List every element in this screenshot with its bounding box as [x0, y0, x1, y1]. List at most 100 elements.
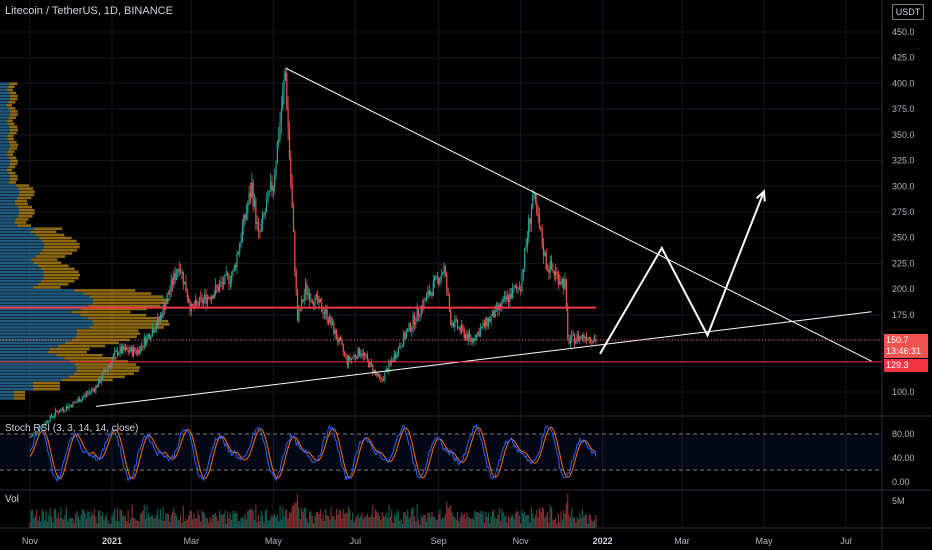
volume-bar [365, 516, 367, 528]
volume-bar [95, 516, 97, 528]
volume-bar [92, 514, 94, 528]
candle-body [381, 379, 383, 381]
volume-profile-bar [0, 326, 91, 329]
candle-body [186, 292, 188, 299]
price-tick-label: 325.0 [892, 156, 915, 166]
candle-body [159, 314, 161, 321]
volume-bar [107, 520, 109, 528]
candle-body [44, 424, 46, 426]
volume-bar [462, 515, 464, 528]
candle-body [210, 295, 213, 300]
volume-bar [294, 502, 296, 528]
volume-bar [345, 512, 347, 528]
volume-profile-bar [0, 279, 41, 283]
volume-profile-bar [0, 212, 20, 215]
volume-bar [179, 514, 182, 528]
volume-bar [150, 515, 152, 528]
volume-bar [101, 512, 104, 528]
stoch-rsi-label: Stoch RSI (3, 3, 14, 14, close) [5, 423, 139, 434]
volume-bar [568, 514, 570, 528]
volume-bar [163, 520, 166, 528]
candle-body [185, 281, 187, 293]
volume-bar [579, 513, 581, 528]
volume-bar [257, 514, 260, 528]
candle-body [474, 340, 476, 342]
candle-body [146, 335, 148, 345]
volume-profile-bar [0, 338, 72, 342]
volume-bar [513, 519, 515, 528]
volume-profile-bar [33, 286, 61, 289]
volume-profile-bar [0, 159, 10, 163]
volume-bar [298, 506, 300, 528]
volume-bar [57, 512, 59, 528]
volume-bar [416, 504, 418, 528]
candle-body [577, 334, 580, 341]
volume-bar [213, 513, 215, 528]
candle-body [218, 284, 221, 292]
volume-profile-bar [0, 313, 81, 317]
candle-body [177, 269, 179, 274]
volume-bar [274, 513, 276, 528]
volume-bar [458, 521, 460, 528]
volume-bar [450, 505, 452, 528]
volume-bar [271, 514, 273, 528]
candle-body [573, 334, 576, 344]
volume-profile-bar [73, 372, 134, 376]
volume-profile-bar [35, 255, 66, 258]
candle-body [491, 310, 494, 316]
volume-bar [157, 508, 159, 528]
candle-body [428, 290, 430, 296]
volume-bar [591, 520, 593, 528]
candle-body [459, 327, 461, 332]
volume-profile-bar [0, 128, 10, 132]
volume-bar [337, 514, 339, 528]
volume-profile-bar [0, 276, 44, 280]
volume-profile-bar [9, 178, 18, 181]
volume-bar [576, 517, 578, 528]
volume-bar [483, 522, 485, 528]
volume-profile-bar [0, 199, 15, 203]
volume-profile-bar [68, 375, 125, 379]
candle-body [224, 274, 226, 285]
volume-bar [474, 510, 476, 528]
volume-bar [145, 518, 147, 528]
volume-bar [403, 512, 405, 528]
candle-body [323, 313, 326, 315]
candle-body [274, 175, 276, 186]
volume-profile-bar [77, 332, 140, 335]
volume-bar [233, 513, 235, 528]
volume-profile-bar [0, 181, 9, 184]
volume-profile-bar [0, 119, 8, 123]
volume-bar [292, 505, 295, 528]
candle-body [427, 290, 429, 295]
volume-bar [194, 517, 196, 528]
volume-profile-bar [6, 104, 12, 107]
volume-bar [40, 521, 42, 528]
candle-body [214, 285, 217, 294]
volume-profile-bar [8, 116, 16, 119]
candle-body [216, 285, 218, 288]
candle-body [77, 398, 79, 402]
volume-bar [310, 511, 312, 528]
volume-bar [50, 516, 53, 528]
candle-body [287, 108, 289, 128]
candle-body [526, 238, 528, 246]
volume-profile-bar [7, 153, 14, 156]
volume-bar [96, 523, 98, 528]
candle-body [420, 305, 422, 316]
candle-body [271, 181, 273, 191]
candle-body [264, 212, 266, 215]
candle-body [556, 271, 558, 273]
candle-body [153, 329, 155, 333]
volume-bar [216, 516, 218, 528]
volume-bar [494, 517, 496, 528]
volume-profile-bar [0, 239, 43, 243]
volume-profile-bar [0, 347, 50, 351]
volume-profile-bar [15, 202, 28, 206]
candle-body [179, 271, 182, 273]
volume-profile-bar [14, 199, 28, 203]
candle-body [263, 214, 265, 215]
candle-body [575, 340, 577, 344]
currency-button[interactable]: USDT [892, 4, 924, 20]
candle-body [110, 365, 112, 367]
